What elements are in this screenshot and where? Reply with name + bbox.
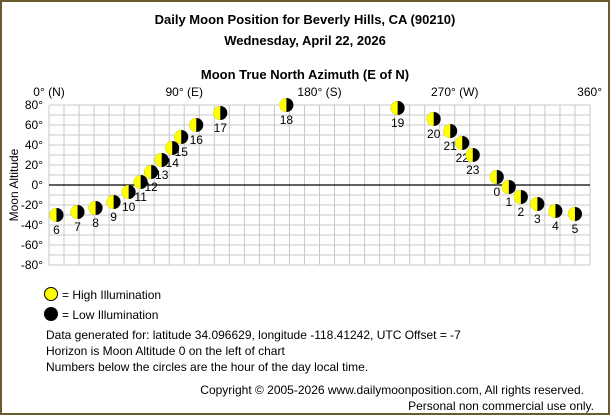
moon-marker-lit <box>213 106 221 120</box>
legend-low: = Low Illumination <box>62 308 159 322</box>
moon-marker-lit <box>106 195 114 209</box>
hour-label: 2 <box>518 205 525 219</box>
moon-marker-lit <box>489 170 497 184</box>
hour-label: 7 <box>74 220 81 234</box>
hour-label: 8 <box>92 216 99 230</box>
moon-marker-lit <box>426 112 434 126</box>
moon-marker-lit <box>189 118 197 132</box>
x-tick-label: 90° (E) <box>166 85 203 99</box>
moon-marker-lit <box>144 165 152 179</box>
hour-label: 11 <box>134 190 147 204</box>
hour-label: 9 <box>110 210 117 224</box>
y-tick-label: 80° <box>25 98 43 112</box>
moon-marker-lit <box>465 148 473 162</box>
x-tick-label: 180° (S) <box>297 85 341 99</box>
moon-marker-lit <box>88 201 96 215</box>
moon-marker-lit <box>70 205 78 220</box>
hour-label: 21 <box>444 139 458 153</box>
x-tick-label: 0° (N) <box>33 85 64 99</box>
moon-marker-lit <box>501 180 509 194</box>
hour-label: 3 <box>534 212 541 226</box>
hour-label: 19 <box>391 116 405 130</box>
y-tick-label: -80° <box>21 258 43 272</box>
hour-label: 12 <box>145 180 159 194</box>
hour-label: 6 <box>53 223 60 237</box>
moon-marker-lit <box>455 136 463 150</box>
moon-marker-lit <box>121 185 129 199</box>
hour-label: 1 <box>506 195 513 209</box>
note-horizon: Horizon is Moon Altitude 0 on the left o… <box>46 344 285 358</box>
y-tick-label: 0° <box>32 178 44 192</box>
hour-label: 20 <box>427 127 441 141</box>
moon-marker-lit <box>548 204 556 218</box>
note-location: Data generated for: latitude 34.096629, … <box>46 328 461 342</box>
hour-label: 17 <box>214 121 228 135</box>
moon-marker-lit <box>390 101 398 115</box>
x-tick-label: 360° <box>577 85 602 99</box>
x-tick-label: 270° (W) <box>431 85 478 99</box>
moon-marker-lit <box>165 141 173 155</box>
x-axis-label: Moon True North Azimuth (E of N) <box>200 67 410 82</box>
legend-high: = High Illumination <box>62 288 162 302</box>
moon-marker-lit <box>443 124 451 138</box>
y-tick-label: -20° <box>21 198 43 212</box>
low-illumination-swatch <box>44 307 58 321</box>
moon-marker-lit <box>174 130 182 144</box>
note-hours: Numbers below the circles are the hour o… <box>46 360 369 374</box>
hour-label: 18 <box>280 113 294 127</box>
hour-label: 10 <box>122 200 136 214</box>
moon-marker-lit <box>279 98 287 113</box>
hour-label: 13 <box>155 168 169 182</box>
hour-label: 16 <box>190 133 204 147</box>
y-tick-label: -60° <box>21 238 43 252</box>
high-illumination-swatch <box>44 287 58 301</box>
y-tick-label: 20° <box>25 158 43 172</box>
y-axis-label: Moon Altitude <box>7 148 21 221</box>
chart-subtitle: Wednesday, April 22, 2026 <box>224 33 386 48</box>
moon-marker-lit <box>133 175 141 189</box>
y-tick-label: -40° <box>21 218 43 232</box>
y-tick-label: 60° <box>25 118 43 132</box>
moon-marker-lit <box>154 153 162 167</box>
hour-label: 0 <box>493 185 500 199</box>
copyright: Copyright © 2005-2026 www.dailymoonposit… <box>200 383 584 397</box>
moon-marker-lit <box>513 190 521 204</box>
moon-marker-lit <box>49 208 57 222</box>
hour-label: 14 <box>166 156 180 170</box>
moon-marker-lit <box>567 207 575 221</box>
hour-label: 5 <box>572 222 579 236</box>
hour-label: 23 <box>466 163 480 177</box>
hour-label: 4 <box>552 219 559 233</box>
y-tick-label: 40° <box>25 138 43 152</box>
usage-note: Personal non commercial use only. <box>408 399 594 413</box>
hour-label: 15 <box>175 145 189 159</box>
chart-title: Daily Moon Position for Beverly Hills, C… <box>154 12 456 27</box>
moon-marker-lit <box>530 197 538 211</box>
